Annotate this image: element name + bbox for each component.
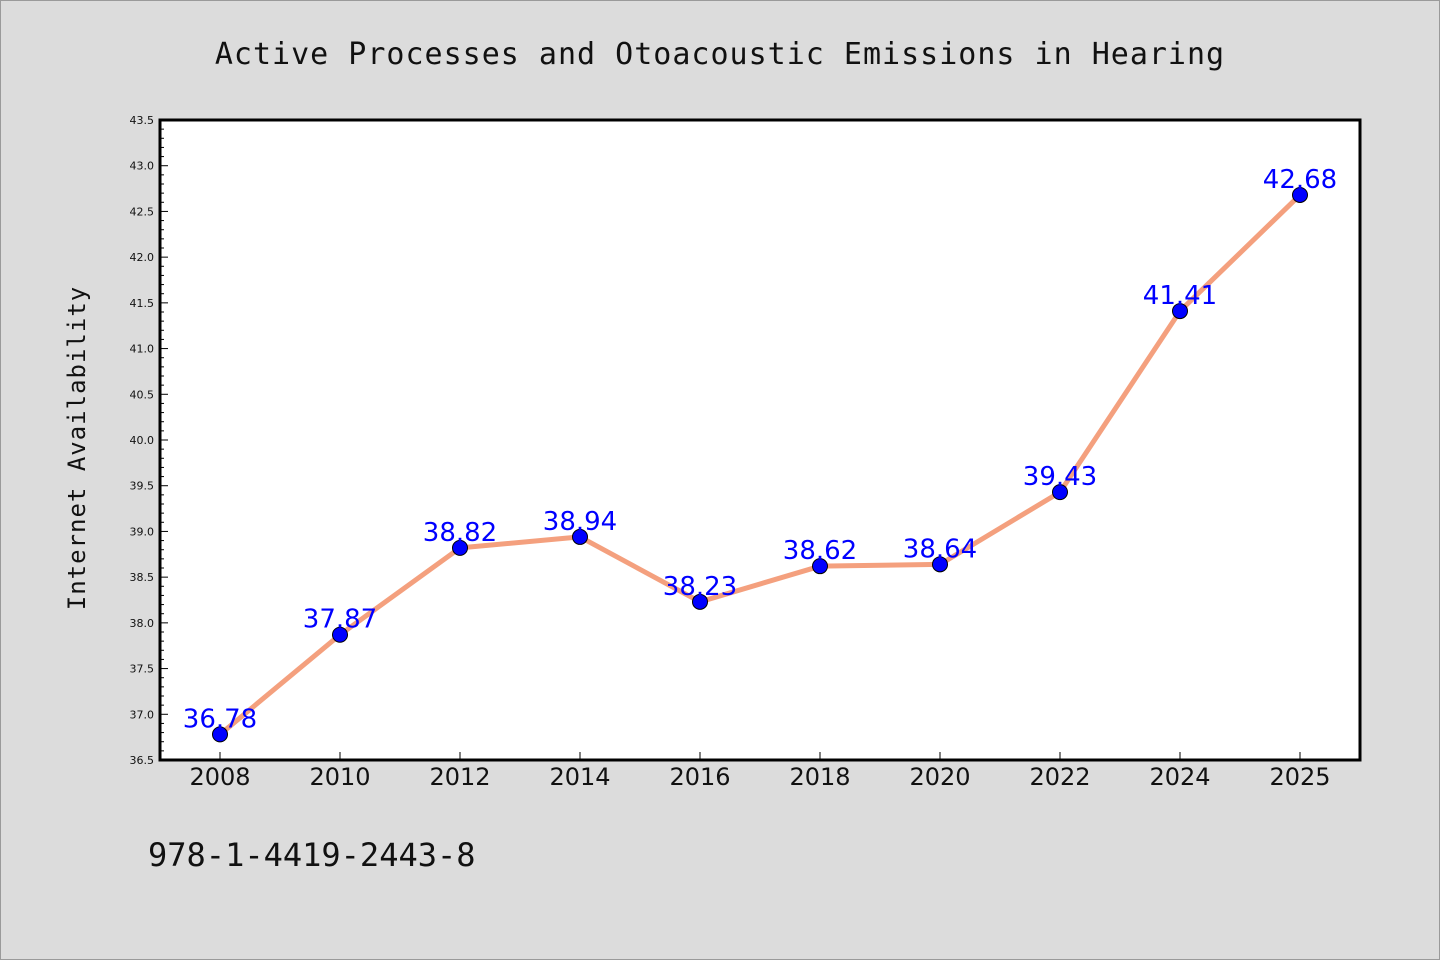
data-labels: 36.78 37.87 38.82 38.94 38.23 38.62 38.64 39.43…: [183, 165, 1337, 734]
data-point: [932, 556, 948, 573]
data-label: 37.87: [303, 605, 377, 635]
x-tick-label: 2018: [789, 763, 850, 791]
data-label: 36.78: [183, 704, 257, 734]
data-point: [332, 626, 348, 643]
x-axis: 2008 2010 2012 2014 2016 2018 2020 2022 2024 2025: [189, 752, 1331, 791]
x-tick-label: 2016: [669, 763, 730, 791]
y-tick-label: 39.0: [130, 525, 155, 538]
data-point: [1172, 303, 1188, 320]
isbn-text: 978-1-4419-2443-8: [148, 836, 476, 874]
y-tick-label: 42.5: [130, 205, 155, 218]
x-tick-label: 2024: [1149, 763, 1210, 791]
data-point: [1052, 484, 1068, 501]
y-tick-label: 39.5: [130, 480, 155, 493]
data-point: [812, 558, 828, 575]
y-tick-label: 42.0: [130, 251, 155, 264]
x-tick-label: 2025: [1269, 763, 1330, 791]
data-label: 39.43: [1023, 462, 1097, 492]
plot-area: [158, 118, 1362, 762]
data-label: 38.64: [903, 534, 977, 564]
y-axis-label: Internet Availability: [63, 286, 91, 610]
x-tick-label: 2010: [309, 763, 370, 791]
data-point: [572, 528, 588, 545]
y-axis: 36.5 37.0 37.5 38.0 38.5 39.0 39.5 40.0 40.5 41.0…: [130, 114, 168, 767]
data-point: [1292, 186, 1308, 203]
y-tick-label: 36.5: [130, 754, 155, 767]
data-point: [692, 593, 708, 610]
data-label: 38.94: [543, 507, 617, 537]
x-tick-label: 2014: [549, 763, 610, 791]
data-label: 38.82: [423, 518, 497, 548]
x-tick-label: 2008: [189, 763, 250, 791]
data-label: 41.41: [1143, 281, 1217, 311]
x-tick-label: 2020: [909, 763, 970, 791]
y-tick-label: 40.0: [130, 434, 155, 447]
y-tick-label: 38.5: [130, 571, 155, 584]
chart-title: Active Processes and Otoacoustic Emissio…: [215, 37, 1225, 72]
series-line: [217, 192, 1303, 737]
y-tick-label: 38.0: [130, 617, 155, 630]
y-tick-label: 37.0: [130, 708, 155, 721]
y-tick-label: 43.0: [130, 160, 155, 173]
x-tick-label: 2012: [429, 763, 490, 791]
series-layer: [212, 186, 1308, 743]
y-tick-label: 41.5: [130, 297, 155, 310]
y-tick-label: 37.5: [130, 663, 155, 676]
data-label: 38.23: [663, 572, 737, 602]
y-tick-label: 41.0: [130, 343, 155, 356]
data-label: 38.62: [783, 536, 857, 566]
data-label: 42.68: [1263, 165, 1337, 195]
y-tick-label: 43.5: [130, 114, 155, 127]
x-tick-label: 2022: [1029, 763, 1090, 791]
data-point: [452, 539, 468, 556]
y-tick-label: 40.5: [130, 388, 155, 401]
data-point: [212, 726, 228, 743]
